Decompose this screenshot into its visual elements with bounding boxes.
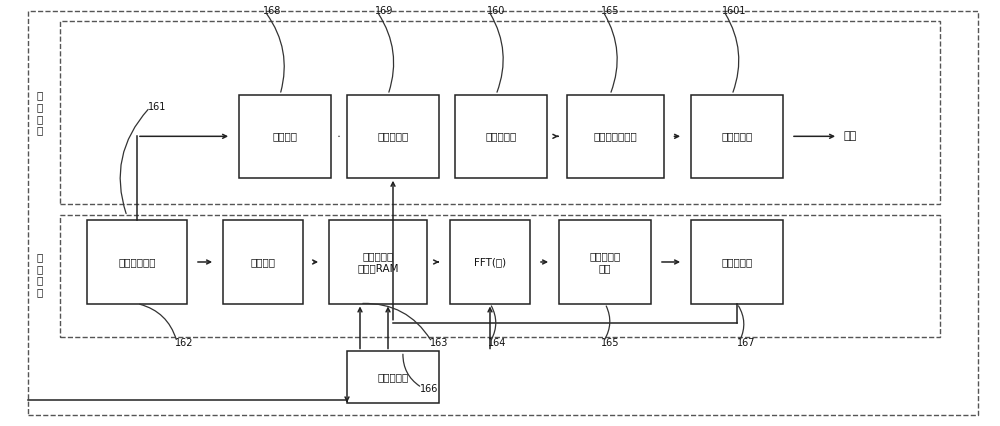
Text: 验证模块: 验证模块 [272, 131, 298, 141]
Bar [60, 215, 940, 337]
Text: 160: 160 [487, 6, 505, 16]
Text: 168: 168 [263, 6, 281, 16]
Bar [566, 95, 664, 178]
Text: 162: 162 [175, 338, 194, 348]
Bar [691, 95, 783, 178]
Text: 检
测
部
分: 检 测 部 分 [37, 252, 43, 297]
Bar [347, 351, 439, 403]
Text: 161: 161 [148, 101, 166, 112]
Bar [691, 221, 783, 303]
Bar [60, 21, 940, 204]
Bar [223, 221, 303, 303]
Bar [239, 95, 331, 178]
Text: 非相干累积模块: 非相干累积模块 [593, 131, 637, 141]
Text: FFT(组): FFT(组) [474, 257, 506, 267]
Text: 检测判决器: 检测判决器 [721, 257, 753, 267]
Text: 169: 169 [375, 6, 393, 16]
Text: 验
证
部
分: 验 证 部 分 [37, 90, 43, 135]
Text: 167: 167 [737, 338, 756, 348]
Text: 165: 165 [601, 338, 620, 348]
Text: 检测模块: 检测模块 [250, 257, 276, 267]
Text: 166: 166 [420, 383, 438, 394]
Bar [450, 221, 530, 303]
Bar [559, 221, 651, 303]
Text: 输出: 输出 [843, 131, 856, 141]
Text: 验证加法器: 验证加法器 [377, 131, 409, 141]
Bar [329, 221, 427, 303]
Text: 匹配滤波器
与存储RAM: 匹配滤波器 与存储RAM [357, 251, 399, 273]
Text: 163: 163 [430, 338, 448, 348]
Text: 164: 164 [488, 338, 506, 348]
Bar [87, 221, 187, 303]
Text: 验证判决器: 验证判决器 [721, 131, 753, 141]
Text: 非相干累积
模块: 非相干累积 模块 [589, 251, 621, 273]
Text: 1601: 1601 [722, 6, 746, 16]
Text: 数据处理模块: 数据处理模块 [118, 257, 156, 267]
Text: 时序控制器: 时序控制器 [377, 372, 409, 382]
Bar [347, 95, 439, 178]
Text: 165: 165 [601, 6, 620, 16]
Bar [455, 95, 547, 178]
Text: 频率乘法器: 频率乘法器 [485, 131, 517, 141]
